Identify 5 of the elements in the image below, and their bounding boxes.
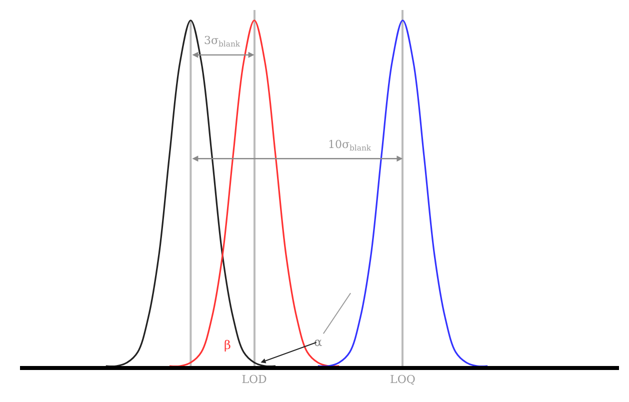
annotation: 10σ$_{blank}$ <box>328 138 372 152</box>
x-tick-label: LOQ <box>390 373 416 386</box>
annotation: 3σ$_{blank}$ <box>204 34 240 48</box>
annotation: β <box>224 338 231 352</box>
x-tick-label: LOD <box>242 373 268 386</box>
